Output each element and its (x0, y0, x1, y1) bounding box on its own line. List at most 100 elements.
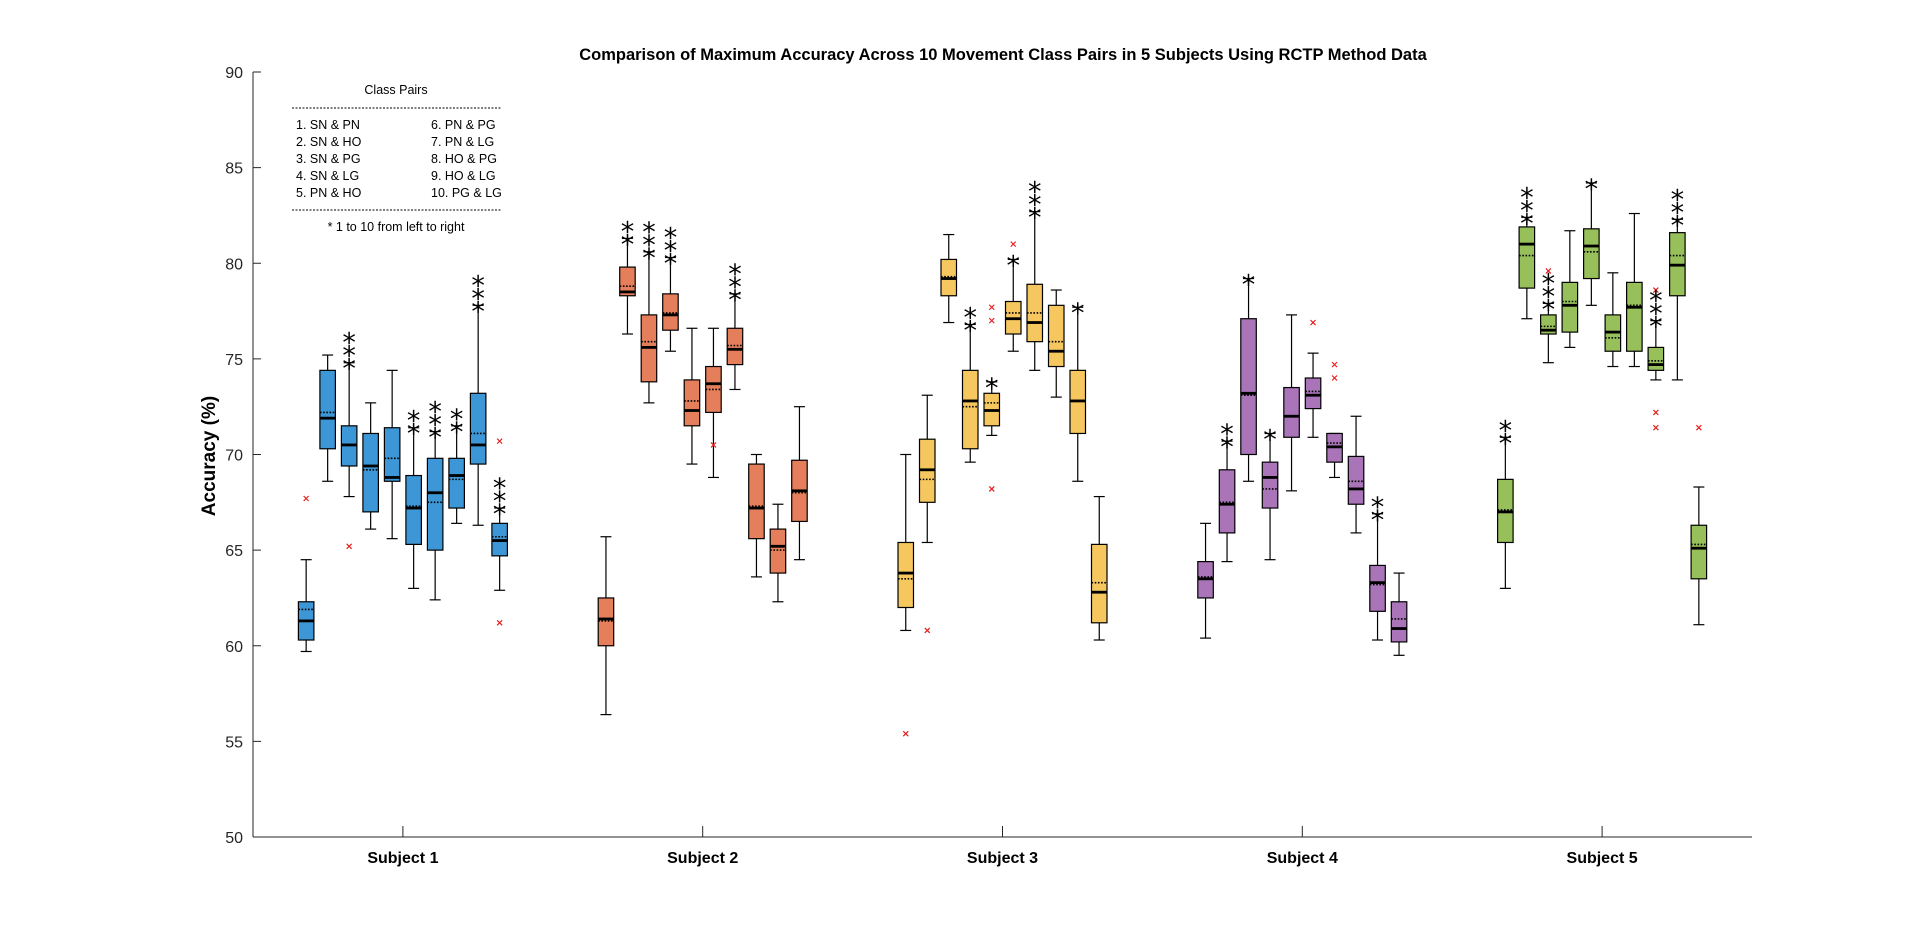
box-plot (597, 536, 615, 716)
outlier-marker (496, 619, 503, 626)
outlier-marker (988, 304, 995, 311)
y-ticks: 50 55 60 65 70 75 80 85 90 (225, 65, 261, 847)
box-iqr (1240, 318, 1257, 456)
box-plot: *** (1518, 182, 1536, 320)
legend-item: 8. HO & PG (431, 152, 497, 166)
significance-star: * (407, 406, 421, 437)
box-iqr (961, 369, 979, 450)
significance-star: * (1542, 294, 1556, 325)
box-iqr (426, 457, 444, 551)
box-iqr (726, 327, 744, 366)
box-iqr (683, 379, 701, 427)
box-iqr (1647, 346, 1665, 371)
legend-item: 3. SN & PG (296, 152, 361, 166)
x-tick-label: Subject 3 (967, 850, 1038, 867)
outlier-marker (496, 438, 503, 445)
significance-star: * (1220, 432, 1234, 463)
significance-star: * (1520, 208, 1534, 239)
box-plot (1090, 495, 1108, 641)
box-plot (1283, 314, 1300, 492)
significance-star: * (664, 223, 678, 254)
y-tick-label: 55 (225, 734, 243, 751)
significance-star: * (1007, 250, 1021, 281)
outlier-stroke (303, 495, 310, 502)
box-group: *********** (597, 216, 808, 716)
legend-items: 1. SN & PN 2. SN & HO 3. SN & PG 4. SN & LG… (296, 118, 502, 200)
significance-star: * (471, 283, 485, 314)
box-plot: * (1004, 241, 1022, 352)
y-tick-label: 80 (225, 256, 243, 273)
outlier-marker (988, 486, 995, 492)
significance-star: * (428, 423, 442, 454)
outlier-stroke (1010, 241, 1017, 248)
x-tick-label: Subject 5 (1567, 850, 1638, 867)
outlier-marker (924, 627, 931, 634)
outlier-marker (1545, 267, 1552, 274)
box-plot (1197, 522, 1214, 639)
significance-star: * (728, 259, 742, 290)
outlier-stroke (1652, 409, 1659, 416)
significance-star: * (642, 243, 656, 274)
box-iqr (662, 293, 679, 331)
y-tick-label: 50 (225, 830, 243, 847)
significance-star: * (450, 417, 464, 448)
significance-star: * (1671, 210, 1685, 241)
box-plot: * (1261, 424, 1279, 561)
significance-star: * (1649, 299, 1663, 330)
box-group: **************** (297, 270, 508, 653)
outlier-marker (1652, 287, 1659, 293)
box-plot: ** (961, 302, 979, 463)
outlier-stroke (496, 438, 503, 445)
legend-title: Class Pairs (364, 83, 427, 97)
legend-item: 2. SN & HO (296, 135, 362, 149)
outlier-marker (1010, 241, 1017, 248)
box-iqr (469, 392, 487, 465)
box-iqr (597, 597, 615, 647)
significance-star: * (1371, 505, 1385, 536)
significance-star: * (1649, 286, 1663, 317)
box-iqr (1261, 461, 1279, 509)
significance-star: * (1220, 419, 1234, 450)
outlier-marker (1695, 424, 1702, 431)
box-plot (897, 453, 915, 737)
outlier-stroke (988, 317, 995, 324)
box-plot (683, 327, 701, 465)
box-plot: *** (1539, 267, 1557, 364)
box-plot: ** (448, 404, 465, 524)
box-iqr (405, 474, 422, 545)
box-plot: * (1582, 174, 1600, 306)
significance-star: * (1071, 298, 1085, 329)
outlier-marker (1331, 361, 1338, 368)
box-plot (791, 406, 808, 561)
outlier-stroke (1310, 319, 1316, 326)
outlier-marker (902, 730, 909, 737)
y-tick-label: 70 (225, 448, 243, 465)
box-plot (1304, 319, 1322, 438)
box-iqr (1625, 281, 1643, 352)
box-plot (1561, 230, 1579, 348)
significance-star: * (1028, 203, 1042, 234)
box-iqr (383, 427, 401, 482)
box-group: *************** (1496, 174, 1708, 626)
outlier-marker (988, 317, 995, 324)
legend-item: 1. SN & PN (296, 118, 360, 132)
box-plot: *** (340, 328, 358, 550)
significance-star: * (493, 473, 507, 504)
box-plot: *** (1647, 286, 1665, 431)
box-plot: ** (1369, 492, 1386, 641)
box-plot (918, 394, 936, 634)
outlier-stroke (1652, 287, 1659, 293)
box-plot (319, 354, 336, 482)
box-plot: *** (1026, 177, 1044, 371)
significance-star: * (1520, 195, 1534, 226)
box-group: ****** (1197, 270, 1408, 656)
significance-star: * (664, 249, 678, 280)
y-tick-label: 65 (225, 543, 243, 560)
box-group: ******** (897, 177, 1108, 737)
box-plot (1390, 572, 1408, 656)
box-plot (362, 402, 379, 530)
significance-star: * (1499, 415, 1513, 446)
box-plot (940, 233, 958, 324)
x-ticks: Subject 1 Subject 2 Subject 3 Subject 4 Subj… (367, 826, 1638, 867)
significance-star: * (407, 419, 421, 450)
